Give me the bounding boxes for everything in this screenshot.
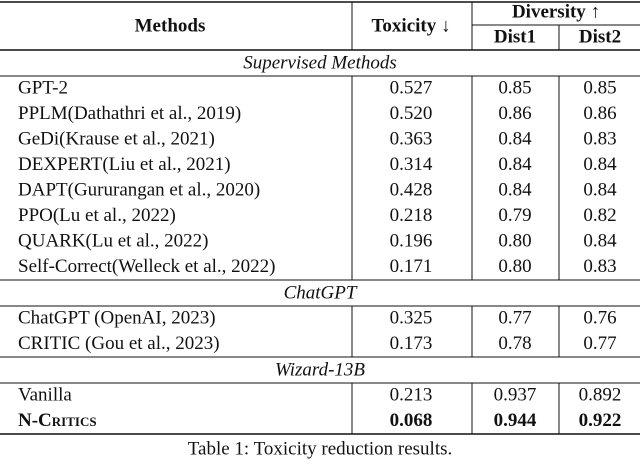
cell: 0.82 [583, 205, 616, 226]
method: Vanilla [18, 384, 72, 405]
method: DEXPERT(Liu et al., 2021) [18, 154, 231, 175]
cell: 0.77 [498, 307, 531, 328]
cell: 0.86 [498, 103, 531, 124]
method: GeDi(Krause et al., 2021) [18, 128, 215, 149]
method: N-Critics [18, 410, 97, 431]
header: Methods [135, 15, 206, 36]
cell: 0.85 [498, 77, 531, 98]
cell: 0.83 [583, 256, 616, 277]
method: Self-Correct(Welleck et al., 2022) [18, 256, 276, 277]
caption: Table 1: Toxicity reduction results. [188, 438, 453, 459]
cell: 0.85 [583, 77, 616, 98]
cell: 0.84 [583, 154, 617, 175]
cell: 0.76 [583, 307, 616, 328]
cell: 0.428 [390, 179, 433, 200]
method: GPT-2 [18, 77, 68, 98]
method: QUARK(Lu et al., 2022) [18, 230, 209, 251]
cell: 0.213 [390, 384, 433, 405]
cell: 0.79 [498, 205, 531, 226]
cell: 0.937 [494, 384, 537, 405]
method: PPLM(Dathathri et al., 2019) [18, 103, 241, 124]
header: Dist2 [579, 26, 621, 47]
cell: 0.363 [390, 128, 433, 149]
cell: 0.171 [390, 256, 433, 277]
cell: 0.83 [583, 128, 616, 149]
method: DAPT(Gururangan et al., 2020) [18, 179, 260, 200]
cell: 0.068 [390, 410, 433, 431]
cell: 0.922 [579, 410, 622, 431]
cell: 0.80 [498, 256, 531, 277]
cell: 0.196 [390, 230, 433, 251]
header: Dist1 [494, 26, 536, 47]
cell: 0.892 [579, 384, 622, 405]
cell: 0.325 [390, 307, 433, 328]
cell: 0.78 [498, 333, 531, 354]
cell: 0.84 [498, 154, 532, 175]
header: Diversity ↑ [512, 1, 600, 22]
cell: 0.84 [583, 230, 617, 251]
cell: 0.84 [498, 128, 532, 149]
method: ChatGPT (OpenAI, 2023) [18, 307, 216, 328]
cell: 0.84 [583, 179, 617, 200]
method: PPO(Lu et al., 2022) [18, 205, 176, 226]
cell: 0.314 [390, 154, 433, 175]
cell: 0.173 [390, 333, 433, 354]
cell: 0.80 [498, 230, 531, 251]
section-title: Supervised Methods [243, 52, 397, 73]
section-title: ChatGPT [284, 282, 358, 303]
cell: 0.527 [390, 77, 433, 98]
cell: 0.218 [390, 205, 433, 226]
cell: 0.84 [498, 179, 532, 200]
cell: 0.77 [583, 333, 616, 354]
section-title: Wizard-13B [275, 359, 365, 380]
cell: 0.944 [494, 410, 537, 431]
cell: 0.86 [583, 103, 616, 124]
cell: 0.520 [390, 103, 433, 124]
method: CRITIC (Gou et al., 2023) [18, 333, 220, 354]
header: Toxicity ↓ [372, 15, 451, 36]
